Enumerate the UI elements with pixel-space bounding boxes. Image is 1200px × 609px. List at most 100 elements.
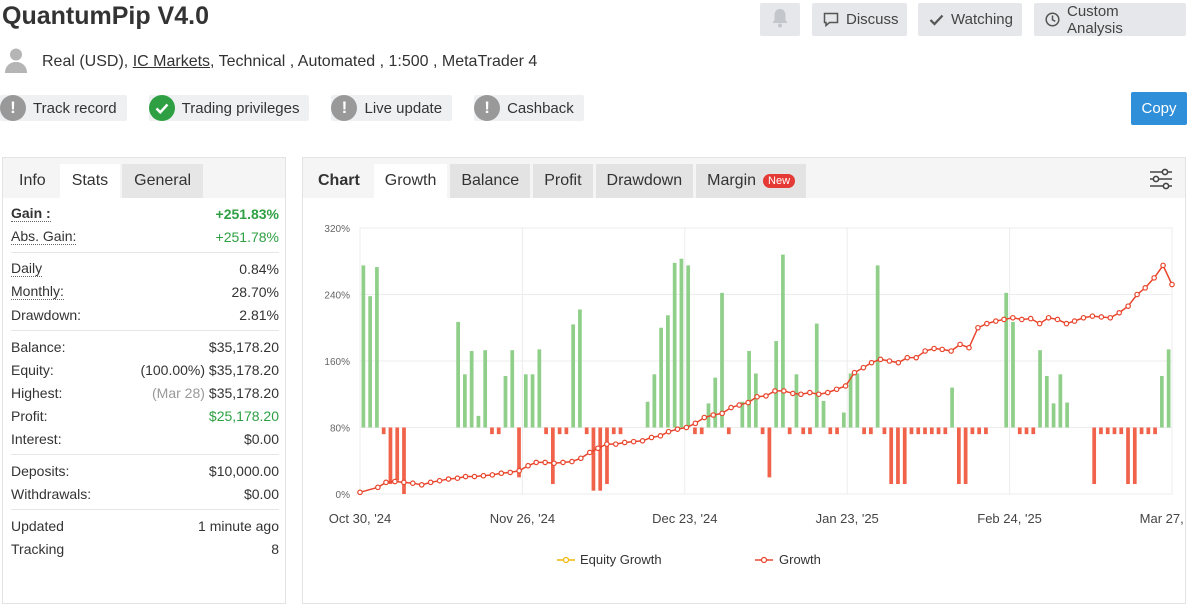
growth-point	[1107, 314, 1114, 321]
loss-bar	[767, 427, 772, 478]
growth-bar	[875, 265, 880, 428]
exclamation-icon: !	[0, 95, 26, 121]
account-details: , Technical , Automated , 1:500 , MetaTr…	[210, 53, 538, 70]
loss-bar	[869, 427, 873, 435]
growth-point	[375, 484, 381, 491]
tab-chart[interactable]: Chart	[307, 164, 371, 198]
growth-bar	[645, 401, 650, 428]
growth-line	[359, 263, 1173, 494]
abs-gain-label[interactable]: Abs. Gain:	[11, 228, 77, 245]
growth-point	[551, 460, 557, 467]
growth-point	[604, 441, 610, 447]
copy-button[interactable]: Copy	[1131, 92, 1187, 125]
growth-point	[409, 480, 416, 486]
loss-bar	[862, 427, 866, 435]
tab-balance[interactable]: Balance	[450, 164, 531, 198]
growth-bar	[1004, 292, 1009, 428]
loss-bar	[381, 427, 386, 435]
growth-point	[436, 477, 443, 484]
growth-point	[1036, 320, 1043, 327]
growth-bar	[855, 373, 860, 428]
equity-value: $35,178.20	[208, 361, 279, 378]
loss-bar	[605, 427, 609, 485]
growth-point	[1125, 303, 1131, 309]
page-title: QuantumPip V4.0	[2, 2, 209, 30]
badge-trading-privileges[interactable]: Trading privileges	[148, 95, 310, 121]
growth-bar	[469, 351, 474, 428]
y-tick-label: 240%	[324, 291, 350, 302]
tab-drawdown[interactable]: Drawdown	[595, 164, 694, 198]
growth-bar	[456, 321, 460, 428]
badge-track-record[interactable]: ! Track record	[0, 95, 127, 121]
growth-bar	[578, 309, 582, 428]
broker-link[interactable]: IC Markets	[132, 53, 211, 70]
growth-point	[824, 389, 831, 396]
growth-point	[1151, 275, 1157, 281]
loss-bar	[808, 427, 812, 435]
badge-cashback[interactable]: ! Cashback	[474, 95, 584, 121]
watching-button[interactable]: Watching	[918, 3, 1022, 36]
comment-icon	[823, 12, 839, 27]
growth-point	[833, 386, 840, 393]
new-badge: New	[763, 174, 796, 188]
verification-badges: ! Track record Trading privileges ! Live…	[0, 95, 606, 121]
interest-value: $0.00	[243, 430, 279, 447]
loss-bar	[956, 427, 961, 485]
loss-bar	[923, 427, 927, 435]
loss-bar	[618, 427, 623, 435]
growth-bar	[781, 254, 785, 428]
loss-bar	[726, 427, 731, 435]
loss-bar	[693, 427, 697, 435]
y-tick-label: 160%	[324, 357, 350, 368]
chart-settings-icon[interactable]	[1149, 168, 1173, 195]
account-type: Real (USD),	[42, 53, 129, 70]
highest-date: (Mar 28)	[152, 384, 205, 401]
growth-point	[418, 482, 425, 488]
tab-general[interactable]: General	[122, 164, 204, 198]
growth-point	[754, 393, 760, 400]
loss-bar	[699, 427, 704, 435]
growth-bar	[510, 350, 515, 428]
tab-info[interactable]: Info	[7, 164, 58, 198]
growth-bar	[950, 387, 954, 428]
growth-point	[931, 345, 937, 352]
loss-bar	[1132, 427, 1137, 485]
growth-point	[1045, 314, 1052, 321]
growth-bar	[652, 374, 657, 428]
growth-bar	[1044, 375, 1049, 428]
x-tick-label: Nov 26, '24	[490, 511, 555, 526]
tab-stats[interactable]: Stats	[59, 164, 121, 198]
loss-bar	[490, 427, 494, 435]
growth-point	[789, 390, 796, 397]
monthly-label[interactable]: Monthly:	[11, 283, 64, 300]
badge-label: Cashback	[507, 99, 574, 117]
daily-value: 0.84%	[239, 260, 279, 277]
growth-bar	[774, 341, 779, 428]
custom-analysis-button[interactable]: Custom Analysis	[1034, 3, 1186, 37]
growth-point	[489, 472, 496, 478]
badge-live-update[interactable]: ! Live update	[331, 95, 453, 121]
growth-point	[569, 458, 575, 465]
growth-point	[798, 391, 804, 398]
loss-bar	[929, 427, 934, 435]
daily-label[interactable]: Daily	[11, 260, 43, 277]
notification-button[interactable]	[760, 3, 800, 36]
growth-point	[542, 459, 548, 466]
legend-growth-label: Growth	[779, 552, 821, 567]
growth-chart: 320% 240% 160% 80% 0% Oct 30, '24 Nov 26, '24 D…	[324, 224, 1200, 567]
loss-bar	[943, 427, 948, 435]
tab-margin[interactable]: Margin New	[696, 164, 807, 198]
loss-bar	[801, 427, 806, 435]
discuss-button[interactable]: Discuss	[812, 3, 907, 36]
loss-bar	[496, 427, 501, 435]
growth-point	[445, 476, 452, 482]
growth-bar	[814, 323, 819, 428]
growth-point	[595, 445, 601, 452]
gain-label[interactable]: Gain :	[11, 205, 51, 222]
growth-point	[1054, 316, 1061, 323]
tab-profit[interactable]: Profit	[533, 164, 593, 198]
tab-growth[interactable]: Growth	[373, 164, 448, 198]
loss-bar	[1031, 427, 1036, 435]
growth-bar	[368, 296, 373, 428]
stats-tabs: Info Stats General	[3, 158, 285, 198]
